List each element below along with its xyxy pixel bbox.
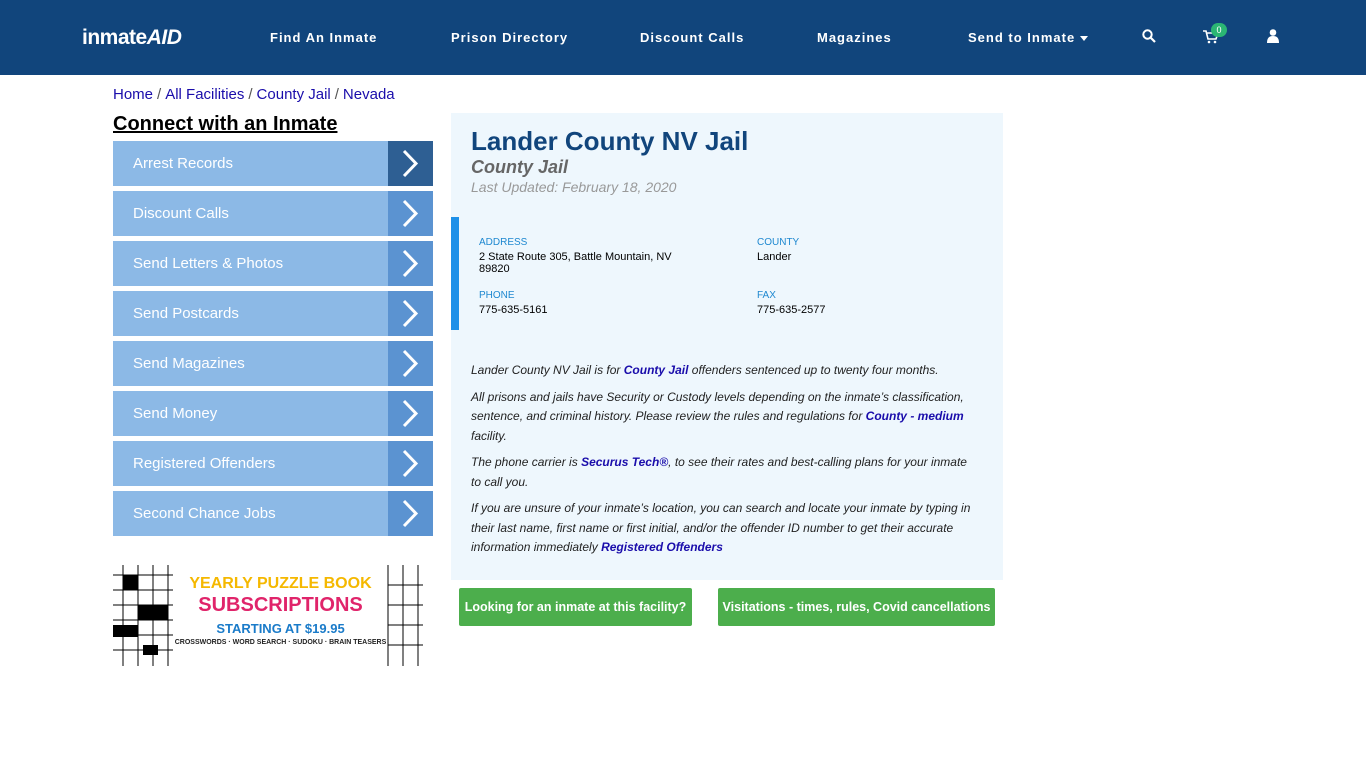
ad-art [113, 565, 423, 666]
sidebar-link-text: Send Magazines [133, 355, 245, 372]
paragraph: The phone carrier is Securus Tech®, to s… [471, 453, 971, 492]
search-icon[interactable] [1142, 29, 1156, 43]
user-icon[interactable] [1267, 29, 1279, 43]
sidebar-link[interactable]: Send Letters & Photos [113, 241, 433, 286]
paragraph-text: , to see their rates and best-calling pl… [471, 455, 967, 489]
info-label: COUNTY [757, 237, 800, 248]
breadcrumb-separator: / [334, 86, 339, 103]
sidebar-link-text: Discount Calls [133, 205, 229, 222]
sidebar-arrow [388, 391, 433, 436]
info-accent [451, 217, 459, 330]
ad-text: CROSSWORDS · WORD SEARCH · SUDOKU · BRAI… [174, 639, 387, 646]
logo[interactable]: inmateAID [82, 26, 182, 50]
breadcrumb: Home / All Facilities / County Jail / Nevada [113, 86, 395, 103]
nav-link[interactable]: Prison Directory [451, 30, 569, 45]
breadcrumb-link[interactable]: All Facilities [165, 86, 245, 103]
info-value: Lander [757, 251, 792, 263]
sidebar-link[interactable]: Second Chance Jobs [113, 491, 433, 536]
info-value: 775-635-5161 [479, 304, 548, 316]
info-label: FAX [757, 290, 776, 301]
info-label: PHONE [479, 290, 515, 301]
logo-text: AID [146, 26, 182, 49]
sidebar-title: Connect with an Inmate [113, 113, 338, 135]
header: inmateAID Find An Inmate Prison Directory… [0, 0, 1366, 75]
info-value: 2 State Route 305, Battle Mountain, NV 8… [479, 251, 672, 275]
breadcrumb-separator: / [248, 86, 253, 103]
sidebar-link-text: Second Chance Jobs [133, 505, 276, 522]
sidebar-link-text: Send Letters & Photos [133, 255, 284, 272]
sidebar-link[interactable]: Discount Calls [113, 191, 433, 236]
chevron [402, 399, 419, 428]
sidebar-link[interactable]: Arrest Records [113, 141, 433, 186]
action-button[interactable]: Visitations - times, rules, Covid cancel… [718, 588, 995, 626]
paragraph-text: offenders sentenced up to twenty four mo… [688, 363, 939, 377]
inline-link[interactable]: County Jail [623, 363, 689, 377]
ad-text: YEARLY PUZZLE BOOK [189, 575, 372, 592]
paragraph-text: The phone carrier is [471, 455, 582, 469]
inline-link[interactable]: County - medium [865, 409, 964, 423]
sidebar-link[interactable]: Registered Offenders [113, 441, 433, 486]
inline-link[interactable]: Registered Offenders [601, 540, 723, 554]
breadcrumb-link[interactable]: Nevada [342, 86, 395, 103]
sidebar-link-text: Registered Offenders [133, 455, 276, 472]
ad-banner[interactable]: YEARLY PUZZLE BOOK SUBSCRIPTIONS STARTIN… [113, 565, 423, 666]
sidebar-arrow [388, 341, 433, 386]
sidebar-link[interactable]: Send Postcards [113, 291, 433, 336]
chevron [402, 349, 419, 378]
info-label: ADDRESS [479, 237, 528, 248]
chevron [402, 299, 419, 328]
ad-text: STARTING AT $19.95 [216, 621, 345, 636]
sidebar-link-text: Send Postcards [133, 305, 239, 322]
paragraph-text: All prisons and jails have Security or C… [471, 389, 964, 424]
caret [1079, 36, 1088, 41]
chevron [402, 449, 419, 478]
sidebar-arrow [388, 141, 433, 186]
cart-count: 0 [1211, 23, 1227, 37]
info-value: 775-635-2577 [757, 304, 826, 316]
description: Lander County NV Jail is for County Jail… [471, 361, 971, 565]
paragraph-text: If you are unsure of your inmate’s locat… [471, 501, 971, 554]
inline-link[interactable]: Securus Tech® [581, 455, 669, 469]
logo-text: inmate [82, 26, 147, 49]
chevron [402, 249, 419, 278]
paragraph-text: Lander County NV Jail is for [471, 363, 624, 377]
nav-link[interactable]: Magazines [817, 30, 892, 45]
chevron [402, 199, 419, 228]
facility-type: County Jail [471, 157, 569, 177]
nav-link[interactable]: Send to Inmate [968, 30, 1088, 45]
sidebar-link[interactable]: Send Money [113, 391, 433, 436]
breadcrumb-link[interactable]: County Jail [256, 86, 331, 103]
sidebar-arrow [388, 491, 433, 536]
facility-panel: Lander County NV Jail County Jail Last U… [451, 113, 1003, 580]
sidebar-arrow [388, 441, 433, 486]
chevron [402, 149, 419, 178]
chevron [402, 499, 419, 528]
sidebar-arrow [388, 241, 433, 286]
sidebar-link-text: Arrest Records [133, 155, 234, 172]
nav-link[interactable]: Find An Inmate [270, 30, 378, 45]
action-button[interactable]: Looking for an inmate at this facility? [459, 588, 692, 626]
facility-name: Lander County NV Jail [471, 126, 749, 156]
paragraph: Lander County NV Jail is for County Jail… [471, 361, 971, 381]
last-updated: Last Updated: February 18, 2020 [471, 179, 677, 195]
sidebar-arrow [388, 191, 433, 236]
sidebar-link-text: Send Money [133, 405, 218, 422]
sidebar-arrow [388, 291, 433, 336]
paragraph: If you are unsure of your inmate’s locat… [471, 499, 971, 558]
breadcrumb-link[interactable]: Home [113, 86, 154, 103]
nav-link[interactable]: Discount Calls [640, 30, 745, 45]
ad-text: SUBSCRIPTIONS [198, 594, 363, 616]
sidebar-link[interactable]: Send Magazines [113, 341, 433, 386]
paragraph: All prisons and jails have Security or C… [471, 388, 971, 447]
breadcrumb-separator: / [157, 86, 162, 103]
paragraph-text: facility. [471, 428, 507, 443]
